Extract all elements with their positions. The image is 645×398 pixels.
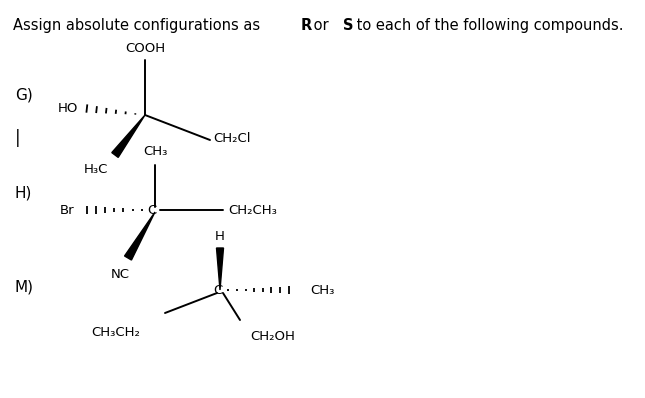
Text: H: H [215, 230, 225, 243]
Text: H): H) [15, 185, 32, 200]
Text: Br: Br [59, 203, 74, 217]
Text: R: R [301, 18, 312, 33]
Text: COOH: COOH [125, 42, 165, 55]
Text: M): M) [15, 280, 34, 295]
Text: to each of the following compounds.: to each of the following compounds. [352, 18, 624, 33]
Text: CH₃: CH₃ [143, 145, 167, 158]
Text: NC: NC [110, 268, 130, 281]
Polygon shape [112, 115, 145, 157]
Text: Assign absolute configurations as: Assign absolute configurations as [13, 18, 264, 33]
Text: |: | [15, 129, 21, 147]
Polygon shape [124, 212, 155, 260]
Text: S: S [343, 18, 354, 33]
Text: or: or [310, 18, 333, 33]
Text: HO: HO [57, 101, 78, 115]
Text: CH₃: CH₃ [310, 283, 334, 297]
Text: C: C [147, 203, 157, 217]
Text: CH₂Cl: CH₂Cl [213, 131, 250, 144]
Text: CH₂CH₃: CH₂CH₃ [228, 203, 277, 217]
Text: CH₃CH₂: CH₃CH₂ [91, 326, 140, 339]
Text: CH₂OH: CH₂OH [250, 330, 295, 343]
Text: G): G) [15, 88, 33, 103]
Polygon shape [217, 248, 224, 290]
Text: C: C [213, 283, 223, 297]
Text: H₃C: H₃C [84, 163, 108, 176]
